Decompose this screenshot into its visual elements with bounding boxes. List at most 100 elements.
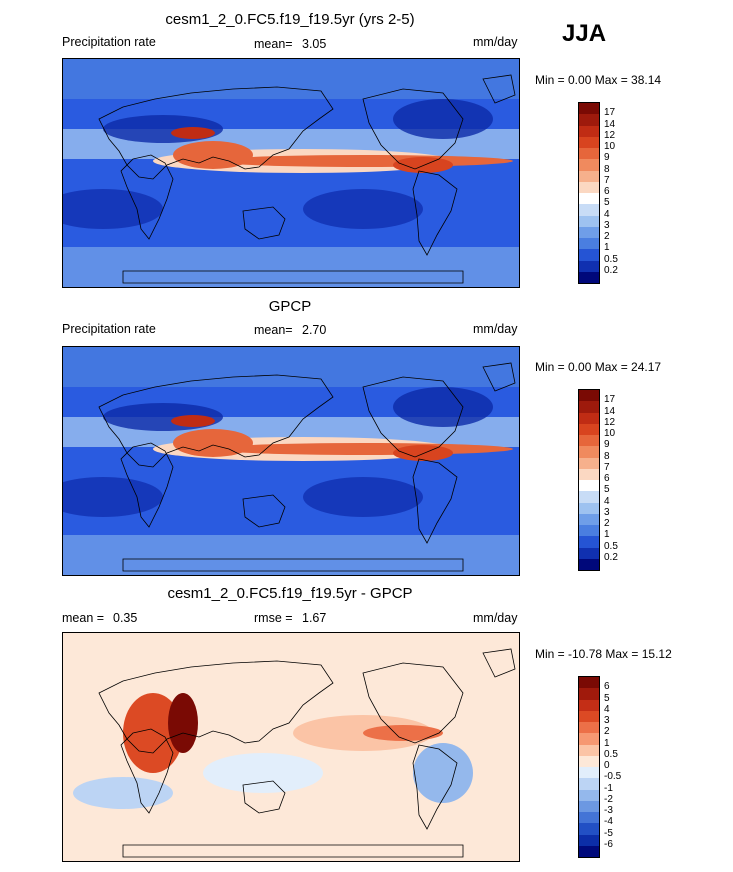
coastline-outline <box>482 648 516 678</box>
panel2-field <box>63 347 519 575</box>
colorbar-swatch <box>579 710 599 722</box>
colorbar-swatch <box>579 688 599 700</box>
colorbar-swatch <box>579 181 599 193</box>
colorbar-swatch <box>579 491 599 503</box>
colorbar-swatch <box>579 260 599 272</box>
colorbar-tick-label: -4 <box>604 816 613 828</box>
colorbar-swatch <box>579 170 599 182</box>
colorbar-tick-label: 8 <box>604 450 610 462</box>
colorbar-tick-label: 0.2 <box>604 551 618 563</box>
panel3-rmse-value: 1.67 <box>302 611 327 625</box>
colorbar-swatch <box>579 525 599 537</box>
colorbar-tick-label: 0 <box>604 760 610 771</box>
colorbar-swatch <box>579 558 599 570</box>
colorbar-tick-label: 2 <box>604 231 610 242</box>
colorbar-tick-label: 1 <box>604 242 610 254</box>
coastline-outline <box>412 744 458 830</box>
colorbar-swatch <box>579 547 599 559</box>
colorbar-swatch <box>579 834 599 846</box>
colorbar-tick-label: 0.5 <box>604 748 618 760</box>
colorbar-swatch <box>579 845 599 857</box>
colorbar-swatch <box>579 446 599 458</box>
colorbar-tick-label: 4 <box>604 495 610 507</box>
colorbar-tick-label: 4 <box>604 703 610 715</box>
colorbar-tick-label: 8 <box>604 163 610 175</box>
colorbar-tick-label: 1 <box>604 529 610 541</box>
season-label: JJA <box>562 20 607 47</box>
colorbar-swatch <box>579 457 599 469</box>
colorbar-tick-label: 4 <box>604 208 610 220</box>
panel1-variable-label: Precipitation rate <box>62 35 156 49</box>
panel1-title: cesm1_2_0.FC5.f19_f19.5yr (yrs 2-5) <box>165 11 415 28</box>
colorbar-tick-label: -1 <box>604 782 613 794</box>
colorbar-tick-label: 0.2 <box>604 264 618 276</box>
colorbar-swatches <box>578 676 600 858</box>
coastline-outline <box>412 170 458 256</box>
colorbar-tick-label: 9 <box>604 439 610 451</box>
panel3-map <box>62 632 520 862</box>
colorbar-tick-label: 5 <box>604 197 610 209</box>
colorbar-swatch <box>579 767 599 779</box>
colorbar-swatch <box>579 423 599 435</box>
colorbar-swatch <box>579 103 599 115</box>
colorbar-swatch <box>579 677 599 689</box>
coastline-outline <box>98 86 334 180</box>
panel3-mean-label: mean = <box>62 611 105 625</box>
colorbar-tick-label: 7 <box>604 461 610 473</box>
colorbar-swatch <box>579 480 599 492</box>
colorbar-tick-label: 10 <box>604 428 616 439</box>
colorbar-swatch <box>579 238 599 250</box>
coastline-outline <box>120 442 174 528</box>
colorbar-swatch <box>579 204 599 216</box>
coastline-outline <box>122 558 464 572</box>
colorbar-swatches <box>578 102 600 284</box>
colorbar-swatch <box>579 536 599 548</box>
panel2-title: GPCP <box>268 298 312 315</box>
colorbar-tick-label: 7 <box>604 174 610 186</box>
colorbar-swatch <box>579 148 599 160</box>
colorbar-swatch <box>579 412 599 424</box>
colorbar-swatch <box>579 502 599 514</box>
coastline-outline <box>242 780 286 814</box>
panel3-rmse-label: rmse = <box>254 611 293 625</box>
colorbar-swatch <box>579 226 599 238</box>
colorbar-tick-label: -6 <box>604 838 613 850</box>
panel2-units: mm/day <box>473 322 518 336</box>
colorbar-swatch <box>579 800 599 812</box>
colorbar-tick-label: 0.5 <box>604 540 618 552</box>
colorbar-swatch <box>579 125 599 137</box>
coastline-outline <box>242 206 286 240</box>
colorbar-tick-label: 3 <box>604 219 610 231</box>
colorbar-tick-label: -0.5 <box>604 771 622 783</box>
panel3-units: mm/day <box>473 611 518 625</box>
panel1-units: mm/day <box>473 35 518 49</box>
colorbar-swatch <box>579 249 599 261</box>
panel2-minmax: Min = 0.00 Max = 24.17 <box>535 360 662 374</box>
colorbar-tick-label: 12 <box>604 416 616 428</box>
coastline-outline <box>362 376 464 458</box>
colorbar-tick-label: 3 <box>604 715 610 726</box>
colorbar-tick-label: 1 <box>604 737 610 749</box>
colorbar-swatch <box>579 114 599 126</box>
colorbar-swatch <box>579 136 599 148</box>
colorbar-swatch <box>579 755 599 767</box>
panel1-colorbar: 17 14 12 10 9 8 7 6 5 4 3 2 1 0.5 0.2 <box>578 102 638 284</box>
coastline-outline <box>412 458 458 544</box>
colorbar-tick-label: 6 <box>604 473 610 484</box>
panel1-mean-label: mean= <box>254 37 293 51</box>
panel1-field <box>63 59 519 287</box>
panel3-field <box>63 633 519 861</box>
colorbar-swatch <box>579 812 599 824</box>
colorbar-swatch <box>579 744 599 756</box>
coastline-outline <box>362 662 464 744</box>
panel2-mean-value: 2.70 <box>302 323 327 337</box>
colorbar-tick-label: -3 <box>604 805 613 816</box>
panel2-colorbar: 17 14 12 10 9 8 7 6 5 4 3 2 1 0.5 0.2 <box>578 389 638 571</box>
colorbar-swatch <box>579 159 599 171</box>
coastline-outline <box>98 660 334 754</box>
colorbar-swatch <box>579 271 599 283</box>
panel3-title: cesm1_2_0.FC5.f19_f19.5yr - GPCP <box>167 585 413 602</box>
coastline-outline <box>98 374 334 468</box>
colorbar-tick-label: 6 <box>604 681 610 693</box>
colorbar-swatches <box>578 389 600 571</box>
